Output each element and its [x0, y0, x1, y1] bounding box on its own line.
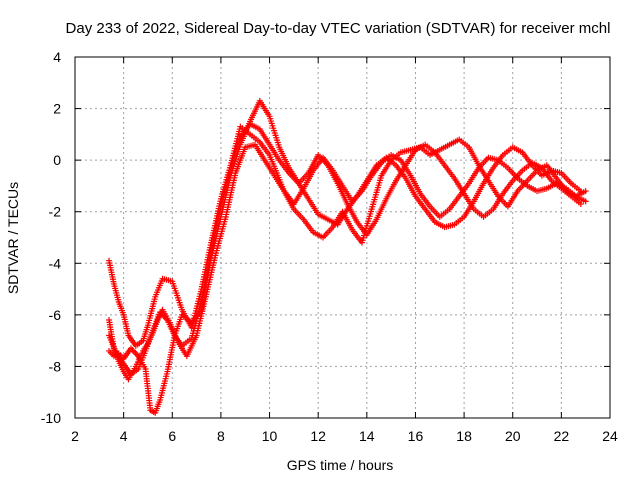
y-tick-label: 2: [53, 101, 61, 117]
x-tick-label: 20: [505, 428, 521, 444]
x-tick-label: 12: [310, 428, 326, 444]
data-point: [577, 188, 584, 195]
x-tick-label: 18: [456, 428, 472, 444]
x-tick-label: 24: [602, 428, 618, 444]
x-axis-label: GPS time / hours: [287, 457, 394, 473]
x-tick-label: 22: [554, 428, 570, 444]
y-axis-label: SDTVAR / TECUs: [5, 182, 21, 294]
grid-layer: [75, 57, 610, 418]
x-tick-label: 8: [217, 428, 225, 444]
x-tick-label: 14: [359, 428, 375, 444]
y-tick-label: -4: [49, 255, 62, 271]
data-layer: [106, 97, 589, 416]
y-tick-label: 4: [53, 49, 61, 65]
y-tick-label: -10: [41, 410, 61, 426]
data-point: [577, 200, 584, 207]
data-point: [582, 198, 589, 205]
x-tick-label: 6: [168, 428, 176, 444]
data-series-track-4: [106, 121, 584, 378]
x-tick-label: 10: [262, 428, 278, 444]
x-tick-label: 2: [71, 428, 79, 444]
y-tick-label: -2: [49, 204, 62, 220]
x-tick-label: 4: [120, 428, 128, 444]
chart-title: Day 233 of 2022, Sidereal Day-to-day VTE…: [66, 20, 611, 37]
axis-layer: [74, 56, 611, 419]
plot-frame: [74, 56, 611, 419]
y-tick-label: -8: [49, 358, 62, 374]
data-series-track-3: [106, 97, 584, 416]
y-tick-label: 0: [53, 152, 61, 168]
x-tick-label: 16: [408, 428, 424, 444]
y-tick-label: -6: [49, 307, 62, 323]
